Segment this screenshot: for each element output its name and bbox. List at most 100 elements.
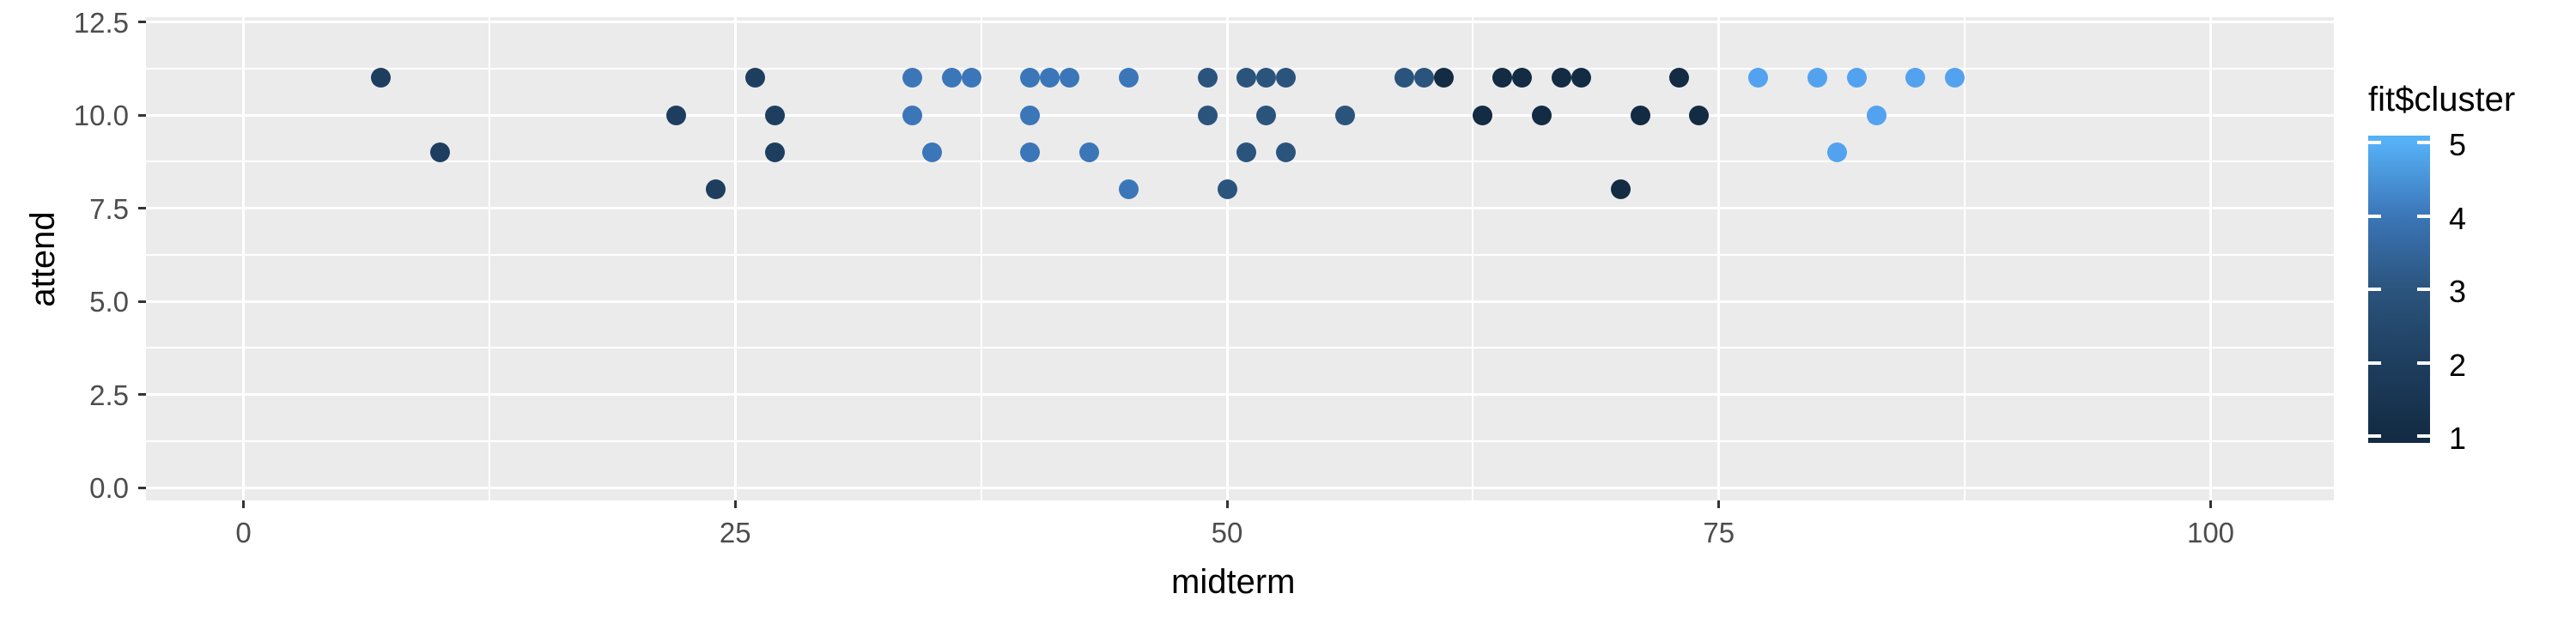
x-axis-tick bbox=[242, 500, 245, 508]
data-point-cluster-4 bbox=[1060, 68, 1080, 88]
major-gridline-x bbox=[2209, 17, 2212, 500]
legend-tick-mark bbox=[2368, 141, 2381, 144]
data-point-cluster-1 bbox=[1551, 68, 1571, 88]
data-point-cluster-4 bbox=[1020, 142, 1041, 162]
data-point-cluster-1 bbox=[1512, 68, 1533, 88]
legend-tick-label: 3 bbox=[2449, 274, 2467, 309]
data-point-cluster-3 bbox=[1256, 68, 1277, 88]
data-point-cluster-3 bbox=[1276, 142, 1297, 162]
data-point-cluster-1 bbox=[1433, 68, 1454, 88]
data-point-cluster-3 bbox=[1197, 105, 1218, 125]
legend-tick-mark bbox=[2417, 288, 2430, 291]
major-gridline-y bbox=[146, 207, 2334, 209]
data-point-cluster-4 bbox=[902, 68, 922, 88]
data-point-cluster-4 bbox=[1020, 68, 1041, 88]
y-tick-label: 7.5 bbox=[89, 192, 129, 225]
data-point-cluster-2 bbox=[764, 142, 785, 162]
data-point-cluster-3 bbox=[1236, 142, 1257, 162]
y-tick-label: 12.5 bbox=[73, 6, 129, 39]
major-gridline-x bbox=[733, 17, 737, 500]
minor-gridline-x bbox=[1472, 17, 1474, 500]
legend-tick-label: 4 bbox=[2449, 200, 2467, 236]
data-point-cluster-5 bbox=[1748, 68, 1769, 88]
data-point-cluster-4 bbox=[1079, 142, 1100, 162]
minor-gridline-x bbox=[488, 17, 490, 500]
major-gridline-y bbox=[146, 486, 2334, 489]
data-point-cluster-3 bbox=[1394, 68, 1414, 88]
data-point-cluster-3 bbox=[1276, 68, 1297, 88]
major-gridline-x bbox=[1717, 17, 1721, 500]
data-point-cluster-1 bbox=[1571, 68, 1591, 88]
data-point-cluster-4 bbox=[941, 68, 962, 88]
minor-gridline-x bbox=[980, 17, 982, 500]
data-point-cluster-1 bbox=[1473, 105, 1493, 125]
data-point-cluster-3 bbox=[1334, 105, 1355, 125]
legend-tick-mark bbox=[2417, 141, 2430, 144]
y-axis-tick bbox=[138, 207, 146, 209]
legend-tick-mark bbox=[2417, 360, 2430, 365]
minor-gridline-y bbox=[146, 161, 2334, 163]
data-point-cluster-4 bbox=[961, 68, 981, 88]
major-gridline-y bbox=[146, 300, 2334, 303]
major-gridline-y bbox=[146, 21, 2334, 23]
data-point-cluster-5 bbox=[1866, 105, 1886, 125]
data-point-cluster-1 bbox=[1630, 105, 1650, 125]
legend-tick-mark bbox=[2368, 288, 2381, 291]
y-tick-label: 2.5 bbox=[89, 379, 129, 411]
legend-tick-mark bbox=[2368, 360, 2381, 365]
data-point-cluster-5 bbox=[1945, 68, 1965, 88]
major-gridline-x bbox=[1225, 17, 1229, 500]
minor-gridline-y bbox=[146, 253, 2334, 256]
y-axis-tick bbox=[138, 21, 146, 23]
data-point-cluster-2 bbox=[430, 142, 451, 162]
legend-tick-label: 2 bbox=[2449, 347, 2467, 383]
x-axis-tick bbox=[1717, 500, 1721, 508]
data-point-cluster-3 bbox=[1217, 179, 1237, 200]
y-tick-label: 0.0 bbox=[89, 472, 129, 504]
x-tick-label: 75 bbox=[1703, 517, 1735, 548]
data-point-cluster-5 bbox=[1826, 142, 1847, 162]
data-point-cluster-4 bbox=[1118, 179, 1139, 200]
data-point-cluster-5 bbox=[1807, 68, 1827, 88]
major-gridline-x bbox=[242, 17, 245, 500]
data-point-cluster-1 bbox=[1610, 179, 1631, 200]
legend-tick-mark bbox=[2368, 214, 2381, 218]
legend-tick-mark bbox=[2417, 214, 2430, 218]
data-point-cluster-4 bbox=[902, 105, 922, 125]
legend-title: fit$cluster bbox=[2368, 81, 2516, 118]
data-point-cluster-3 bbox=[1413, 68, 1434, 88]
legend-tick-mark bbox=[2417, 434, 2430, 438]
data-point-cluster-1 bbox=[1532, 105, 1552, 125]
data-point-cluster-3 bbox=[1197, 68, 1218, 88]
y-axis-tick bbox=[138, 393, 146, 396]
minor-gridline-x bbox=[1964, 17, 1966, 500]
minor-gridline-y bbox=[146, 347, 2334, 349]
x-tick-label: 50 bbox=[1211, 517, 1243, 548]
data-point-cluster-1 bbox=[1492, 68, 1513, 88]
x-tick-label: 0 bbox=[235, 517, 252, 548]
data-point-cluster-2 bbox=[666, 105, 687, 125]
y-axis-tick bbox=[138, 113, 146, 117]
data-point-cluster-4 bbox=[1040, 68, 1060, 88]
data-point-cluster-3 bbox=[1256, 105, 1277, 125]
data-point-cluster-5 bbox=[1846, 68, 1867, 88]
x-axis-tick bbox=[1225, 500, 1229, 508]
data-point-cluster-1 bbox=[1689, 105, 1710, 125]
minor-gridline-y bbox=[146, 439, 2334, 442]
data-point-cluster-2 bbox=[764, 105, 785, 125]
y-axis-tick bbox=[138, 300, 146, 303]
y-tick-label: 10.0 bbox=[73, 100, 129, 131]
x-axis-title: midterm bbox=[1171, 563, 1296, 601]
data-point-cluster-2 bbox=[705, 179, 726, 200]
data-point-cluster-2 bbox=[371, 68, 392, 88]
minor-gridline-y bbox=[146, 67, 2334, 70]
data-point-cluster-4 bbox=[1020, 105, 1041, 125]
data-point-cluster-5 bbox=[1905, 68, 1926, 88]
data-point-cluster-4 bbox=[921, 142, 942, 162]
data-point-cluster-1 bbox=[1669, 68, 1690, 88]
data-point-cluster-4 bbox=[1118, 68, 1139, 88]
x-tick-label: 25 bbox=[719, 517, 751, 548]
x-axis-tick bbox=[2209, 500, 2212, 508]
legend-tick-mark bbox=[2368, 434, 2381, 438]
